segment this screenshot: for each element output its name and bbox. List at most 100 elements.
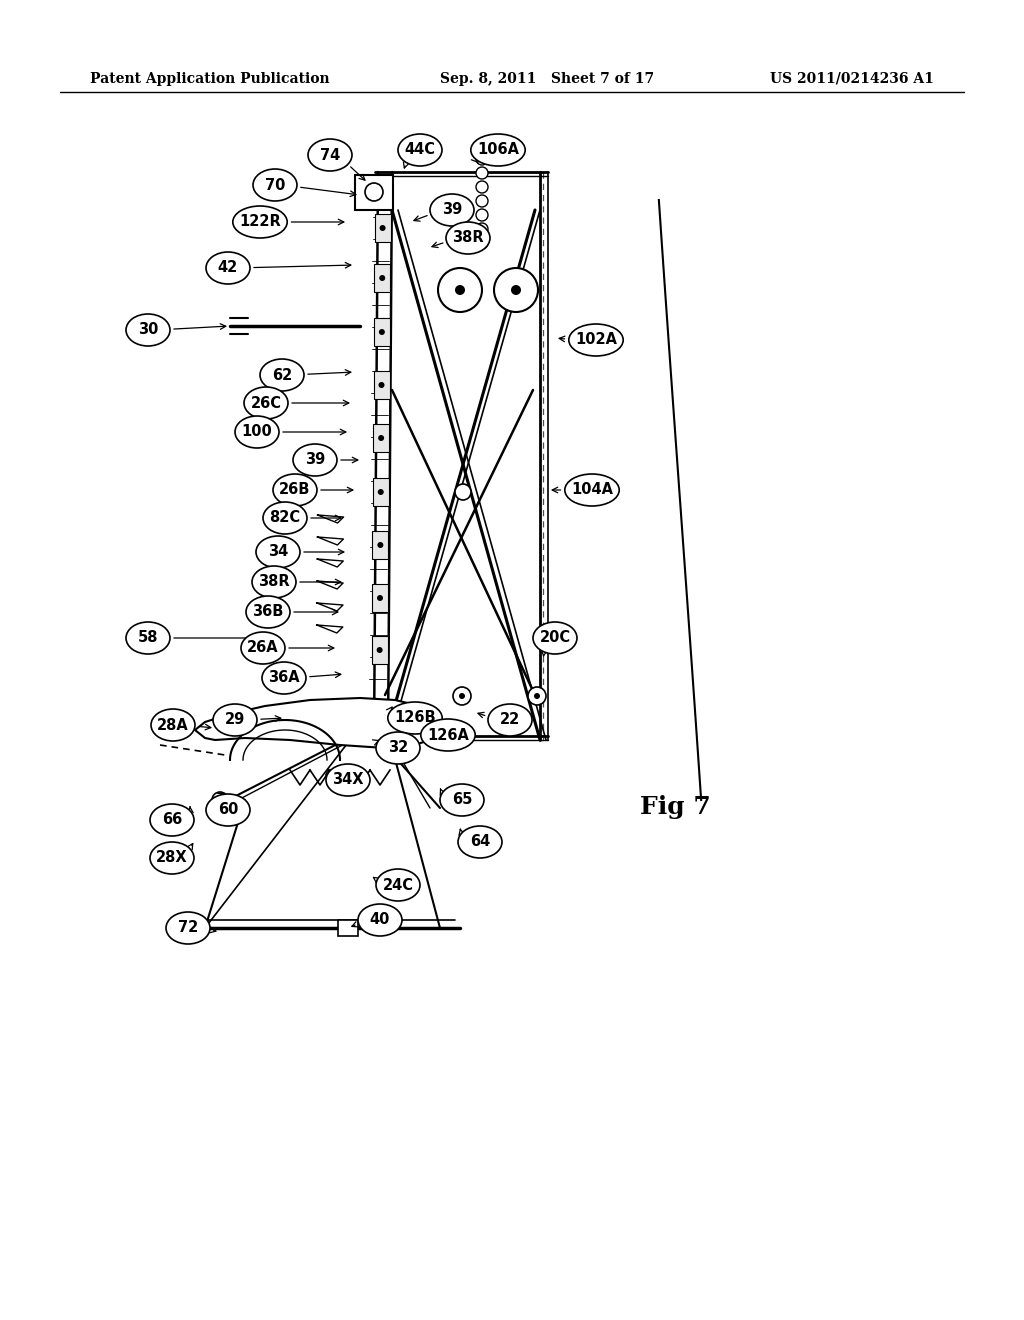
Ellipse shape (244, 387, 288, 418)
Bar (372, 583, 388, 612)
Circle shape (455, 484, 471, 500)
Ellipse shape (150, 842, 194, 874)
Ellipse shape (256, 536, 300, 568)
Ellipse shape (308, 139, 352, 172)
Ellipse shape (260, 359, 304, 391)
Bar (373, 424, 389, 451)
Ellipse shape (398, 135, 442, 166)
Ellipse shape (126, 314, 170, 346)
Text: US 2011/0214236 A1: US 2011/0214236 A1 (770, 73, 934, 86)
Circle shape (453, 686, 471, 705)
Ellipse shape (206, 795, 250, 826)
Ellipse shape (388, 702, 442, 734)
Text: 36A: 36A (268, 671, 300, 685)
Circle shape (459, 693, 465, 700)
Ellipse shape (430, 194, 474, 226)
Circle shape (476, 238, 488, 249)
Text: 34X: 34X (332, 772, 364, 788)
Text: 126A: 126A (427, 727, 469, 742)
Circle shape (528, 686, 546, 705)
Ellipse shape (471, 135, 525, 166)
Circle shape (379, 381, 384, 388)
Text: 126B: 126B (394, 710, 436, 726)
Circle shape (455, 285, 465, 294)
Ellipse shape (166, 912, 210, 944)
Text: 58: 58 (138, 631, 159, 645)
Ellipse shape (293, 444, 337, 477)
Text: 22: 22 (500, 713, 520, 727)
Polygon shape (195, 698, 440, 748)
Circle shape (476, 168, 488, 180)
Circle shape (212, 792, 228, 808)
Circle shape (379, 275, 385, 281)
Ellipse shape (232, 206, 287, 238)
Text: Patent Application Publication: Patent Application Publication (90, 73, 330, 86)
Ellipse shape (446, 222, 490, 253)
Circle shape (379, 329, 385, 335)
Circle shape (476, 223, 488, 235)
Ellipse shape (246, 597, 290, 628)
Ellipse shape (458, 826, 502, 858)
Circle shape (365, 183, 383, 201)
Circle shape (377, 647, 383, 653)
Text: Sep. 8, 2011   Sheet 7 of 17: Sep. 8, 2011 Sheet 7 of 17 (440, 73, 654, 86)
Circle shape (534, 693, 540, 700)
Text: 38R: 38R (258, 574, 290, 590)
Text: 102A: 102A (575, 333, 617, 347)
Text: 39: 39 (442, 202, 462, 218)
Text: 36B: 36B (252, 605, 284, 619)
Ellipse shape (206, 252, 250, 284)
Ellipse shape (376, 733, 420, 764)
Circle shape (476, 195, 488, 207)
Text: 28A: 28A (157, 718, 188, 733)
Text: 122R: 122R (240, 214, 281, 230)
Circle shape (377, 595, 383, 601)
Text: 72: 72 (178, 920, 198, 936)
Text: 26A: 26A (247, 640, 279, 656)
Bar (372, 636, 388, 664)
Ellipse shape (241, 632, 285, 664)
Ellipse shape (263, 502, 307, 535)
Ellipse shape (234, 416, 279, 447)
Ellipse shape (534, 622, 577, 653)
Ellipse shape (151, 709, 195, 741)
Text: 26B: 26B (280, 483, 310, 498)
Ellipse shape (358, 904, 402, 936)
Text: 106A: 106A (477, 143, 519, 157)
Ellipse shape (262, 663, 306, 694)
Text: 38R: 38R (453, 231, 483, 246)
Circle shape (378, 488, 384, 495)
Ellipse shape (565, 474, 620, 506)
Circle shape (378, 436, 384, 441)
Bar (374, 371, 389, 399)
Text: 104A: 104A (571, 483, 613, 498)
Circle shape (378, 543, 383, 548)
Bar (374, 264, 390, 292)
Text: 32: 32 (388, 741, 409, 755)
Text: 62: 62 (272, 367, 292, 383)
Bar (373, 531, 388, 558)
Text: 65: 65 (452, 792, 472, 808)
Text: 39: 39 (305, 453, 326, 467)
Text: 30: 30 (138, 322, 158, 338)
Text: 64: 64 (470, 834, 490, 850)
Text: 40: 40 (370, 912, 390, 928)
Text: 24C: 24C (383, 878, 414, 892)
Bar (374, 318, 390, 346)
Ellipse shape (126, 622, 170, 653)
Text: 74: 74 (319, 148, 340, 162)
Circle shape (494, 268, 538, 312)
Bar (355, 176, 393, 210)
Ellipse shape (421, 719, 475, 751)
Bar (338, 920, 358, 936)
Ellipse shape (488, 704, 532, 737)
Ellipse shape (253, 169, 297, 201)
Ellipse shape (568, 323, 624, 356)
Ellipse shape (213, 704, 257, 737)
Text: 44C: 44C (404, 143, 435, 157)
Ellipse shape (326, 764, 370, 796)
Text: 29: 29 (225, 713, 245, 727)
Circle shape (476, 139, 488, 150)
Circle shape (438, 268, 482, 312)
Text: 66: 66 (162, 813, 182, 828)
